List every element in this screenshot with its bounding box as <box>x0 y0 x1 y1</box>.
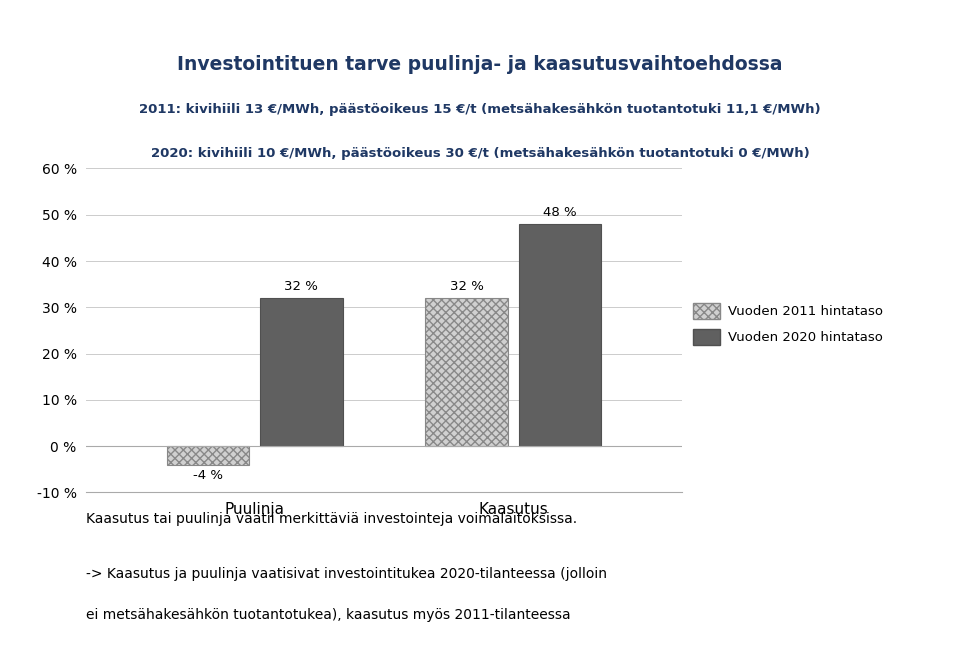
Text: 32 %: 32 % <box>284 281 318 294</box>
Text: 48 %: 48 % <box>543 207 577 220</box>
Bar <box>167 446 250 465</box>
Bar <box>260 298 343 446</box>
Bar <box>425 298 508 446</box>
Text: Investointituen tarve puulinja- ja kaasutusvaihtoehdossa: Investointituen tarve puulinja- ja kaasu… <box>178 55 782 74</box>
Text: 2020: kivihiili 10 €/MWh, päästöoikeus 30 €/t (metsähakesähkön tuotantotuki 0 €/: 2020: kivihiili 10 €/MWh, päästöoikeus 3… <box>151 148 809 161</box>
Text: 2011: kivihiili 13 €/MWh, päästöoikeus 15 €/t (metsähakesähkön tuotantotuki 11,1: 2011: kivihiili 13 €/MWh, päästöoikeus 1… <box>139 103 821 116</box>
Legend: Vuoden 2011 hintataso, Vuoden 2020 hintataso: Vuoden 2011 hintataso, Vuoden 2020 hinta… <box>688 298 888 350</box>
Bar <box>518 224 601 446</box>
Text: Kaasutus tai puulinja vaatii merkittäviä investointeja voimalaitoksissa.: Kaasutus tai puulinja vaatii merkittäviä… <box>86 512 578 526</box>
Text: -> Kaasutus ja puulinja vaatisivat investointitukea 2020-tilanteessa (jolloin: -> Kaasutus ja puulinja vaatisivat inves… <box>86 566 608 581</box>
Text: 23.3.2011: 23.3.2011 <box>673 22 729 32</box>
Text: 32 %: 32 % <box>450 281 484 294</box>
Text: -4 %: -4 % <box>193 469 223 482</box>
Text: 12: 12 <box>768 19 787 34</box>
Text: ei metsähakesähkön tuotantotukea), kaasutus myös 2011-tilanteessa: ei metsähakesähkön tuotantotukea), kaasu… <box>86 608 571 621</box>
Bar <box>845 0 960 49</box>
